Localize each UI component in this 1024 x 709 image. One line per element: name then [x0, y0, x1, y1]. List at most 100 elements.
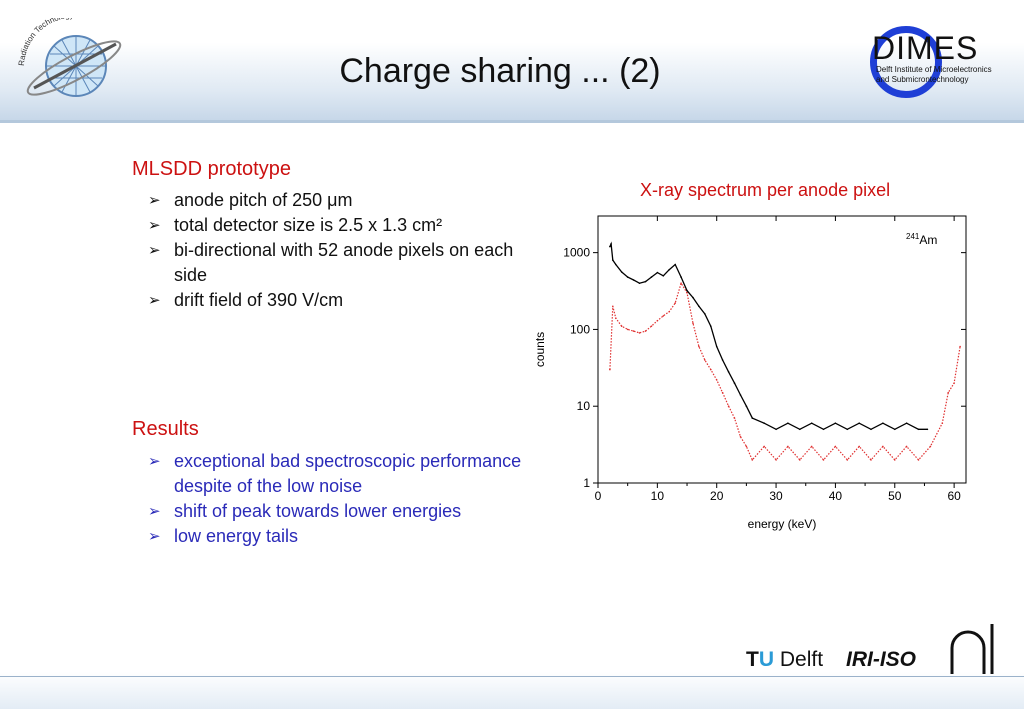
data-point-red [692, 322, 694, 325]
data-point-red [704, 359, 706, 361]
data-point-red [609, 368, 611, 371]
data-point-red [680, 282, 682, 284]
data-point-red [644, 330, 647, 332]
chart-caption: X-ray spectrum per anode pixel [640, 180, 891, 200]
data-point-black [905, 422, 908, 424]
list-item: ➢ drift field of 390 V/cm [148, 290, 344, 310]
data-point-black [751, 417, 754, 419]
data-point-black [612, 259, 614, 261]
y-tick-label: 100 [570, 322, 590, 336]
data-point-black [917, 428, 920, 431]
section-title-results: Results [132, 418, 199, 440]
data-point-black [882, 422, 884, 424]
y-tick-label: 10 [577, 399, 591, 413]
series-line-red [609, 281, 961, 462]
data-point-black [810, 422, 813, 424]
x-tick-label: 40 [829, 489, 843, 503]
x-tick-label: 60 [947, 489, 961, 503]
data-point-black [626, 276, 629, 278]
data-point-black [620, 271, 623, 273]
data-point-black [727, 371, 730, 373]
data-point-black [638, 282, 641, 284]
header-divider [0, 120, 1024, 123]
data-point-black [692, 296, 694, 299]
data-point-black [686, 289, 688, 292]
data-point-red [745, 445, 748, 448]
y-tick-label: 1000 [563, 246, 590, 260]
data-point-red [775, 459, 777, 461]
data-point-red [721, 391, 724, 394]
data-point-red [870, 459, 872, 461]
y-tick-label: 1 [583, 476, 590, 490]
data-point-black [733, 382, 736, 384]
dimes-wordmark: DIMES [872, 30, 979, 66]
data-point-black [763, 422, 765, 424]
data-point-black [610, 243, 612, 245]
list-item: ➢ bi-directional with 52 anode pixels on … [148, 240, 514, 285]
dimes-ring-icon [870, 26, 942, 98]
x-tick-label: 50 [888, 489, 902, 503]
data-point-black [870, 428, 872, 431]
data-point-black [926, 428, 929, 431]
radiation-technology-logo: Radiation Technology [17, 18, 122, 97]
data-point-black [775, 428, 777, 431]
data-point-red [674, 302, 676, 304]
arch-logo-icon [950, 624, 994, 674]
x-tick-label: 30 [769, 489, 783, 503]
data-point-black [745, 405, 748, 407]
data-point-red [733, 417, 736, 419]
section-title-mlsdd: MLSDD prototype [132, 158, 291, 180]
data-point-red [905, 445, 908, 448]
data-point-red [763, 445, 765, 448]
data-point-black [644, 280, 647, 283]
data-point-red [715, 379, 718, 381]
data-point-black [799, 428, 801, 431]
data-point-red [698, 345, 700, 348]
data-point-red [632, 330, 635, 332]
data-point-black [715, 345, 718, 348]
data-point-black [662, 275, 665, 277]
data-point-black [632, 279, 635, 281]
data-point-black [739, 394, 742, 396]
list-item: ➢ anode pitch of 250 μm [148, 190, 353, 210]
data-point-black [721, 359, 724, 361]
footer-divider [0, 676, 1024, 677]
isotope-annotation: 241Am [906, 232, 937, 247]
data-point-black [615, 263, 617, 266]
x-tick-label: 0 [595, 489, 602, 503]
data-point-red [917, 459, 920, 461]
data-point-red [929, 445, 932, 448]
data-point-red [668, 310, 670, 313]
mlsdd-bullet-list: ➢ anode pitch of 250 μm ➢ total detector s… [148, 188, 528, 313]
data-point-red [894, 459, 896, 461]
data-point-black [858, 422, 860, 424]
list-item: ➢ shift of peak towards lower energies [148, 501, 462, 521]
data-point-red [834, 445, 837, 448]
data-point-black [650, 276, 653, 278]
spectrum-chart-svg: 0 10 20 30 40 50 60 1 10 100 1000 energy (keV) count… [533, 215, 967, 531]
list-item: ➢ total detector size is 2.5 x 1.3 cm² [148, 215, 443, 235]
data-point-red [612, 305, 614, 308]
data-point-black [787, 422, 789, 424]
data-point-black [680, 276, 682, 278]
data-point-red [822, 459, 825, 461]
data-point-black [894, 428, 896, 431]
data-point-black [704, 313, 706, 315]
data-point-red [662, 315, 665, 317]
data-point-red [810, 445, 813, 448]
data-point-red [787, 445, 789, 448]
series-line-black [609, 241, 928, 431]
dimes-logo: DIMES Delft Institute of Microelectronic… [862, 24, 1002, 104]
dimes-subtitle: Delft Institute of Microelectronics and … [876, 65, 992, 84]
results-bullet-list: ➢ exceptional bad spectroscopic performan… [148, 449, 528, 549]
iri-iso-logo: IRI-ISO [846, 648, 917, 671]
data-point-black [668, 268, 670, 271]
data-point-red [882, 445, 884, 448]
data-point-red [656, 319, 659, 322]
data-point-red [626, 328, 629, 331]
data-point-red [941, 422, 944, 424]
x-tick-label: 20 [710, 489, 724, 503]
data-point-black [674, 263, 676, 266]
data-point-red [947, 391, 949, 394]
spectrum-chart: 0 10 20 30 40 50 60 1 10 100 1000 energy (keV) count… [528, 208, 980, 538]
